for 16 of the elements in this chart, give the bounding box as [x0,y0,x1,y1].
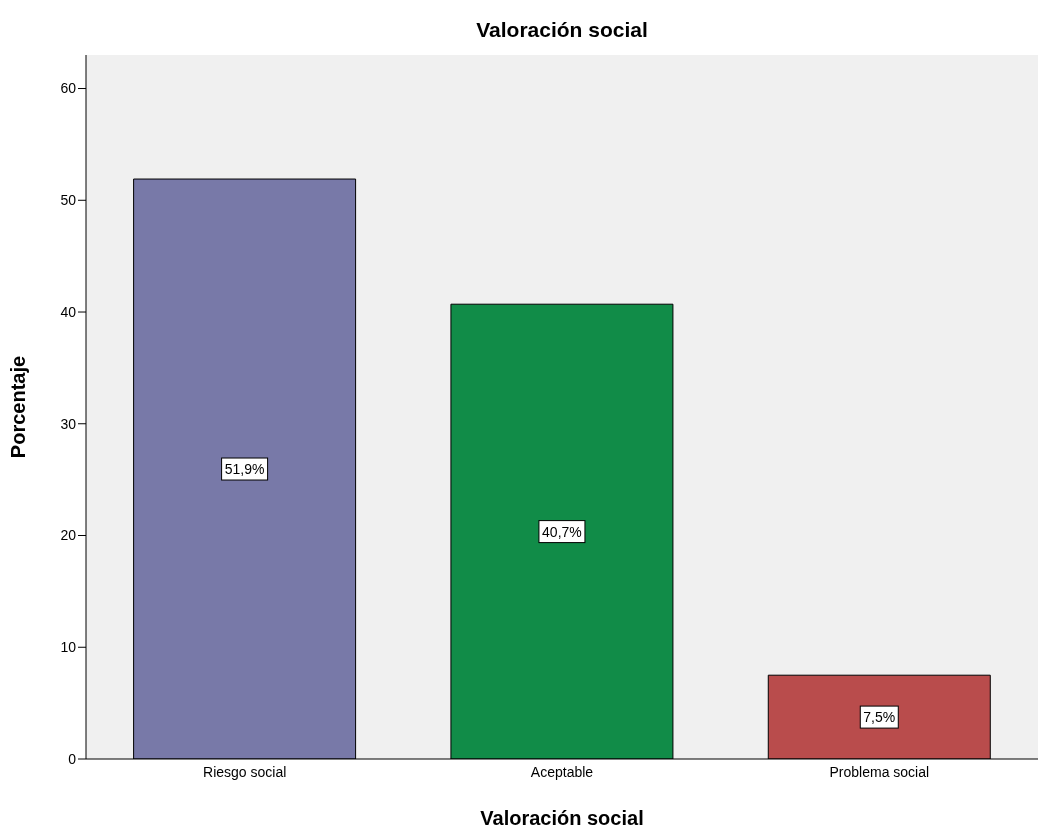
y-tick-label: 30 [60,415,77,432]
x-tick-label: Aceptable [530,763,594,780]
y-tick-label: 60 [60,80,77,97]
data-label: 51,9% [224,461,265,478]
chart-title: Valoración social [475,18,649,42]
y-tick-label: 10 [60,639,77,656]
data-label: 7,5% [863,709,896,726]
y-axis-title: Porcentaje [7,355,30,459]
y-tick-label: 50 [60,192,77,209]
y-tick-label: 0 [68,750,77,767]
data-label: 40,7% [542,523,582,540]
y-tick-label: 20 [60,527,77,544]
x-tick-label: Problema social [829,763,930,780]
x-tick-label: Riesgo social [203,763,287,780]
x-axis-title: Valoración social [480,807,644,829]
y-tick-label: 40 [60,303,77,320]
